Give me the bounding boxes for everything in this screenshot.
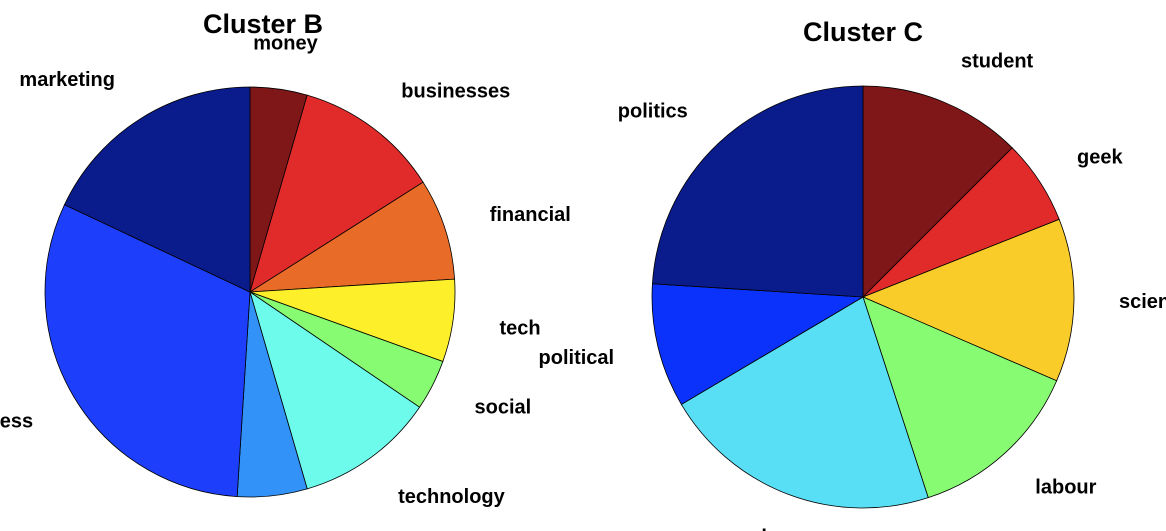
pie-slice-businesses: [249, 94, 424, 293]
slice-label-science: science: [1119, 291, 1166, 313]
pie-cluster-b: money businesses financial tech social techno…: [0, 9, 571, 508]
pie-slice-politics: [651, 85, 864, 298]
slice-label-geek: geek: [1077, 147, 1123, 169]
slice-label-marketing: marketing: [19, 69, 115, 91]
pie-slice-political: [651, 283, 865, 405]
pie-slice-science: [861, 218, 1075, 382]
slice-label-social: social: [475, 396, 532, 418]
pie-cluster-c: student geek science labour uk political polit…: [539, 17, 1166, 531]
pie-title-cluster-b: Cluster B: [203, 9, 323, 39]
slice-label-business: business: [0, 410, 33, 432]
slice-label-money: money: [253, 33, 318, 55]
pie-slice-technology: [249, 291, 421, 490]
slice-label-political: political: [539, 347, 615, 369]
pie-slice-marketing: [63, 86, 251, 293]
pie-slice-student: [862, 85, 1013, 298]
slice-label-tech: tech: [500, 318, 541, 340]
pie-slice-financial: [249, 181, 456, 293]
pie-slice-business: [44, 204, 251, 498]
slice-label-uk: uk: [749, 527, 773, 531]
slice-label-financial: financial: [490, 204, 571, 226]
slice-label-student: student: [961, 51, 1034, 73]
pie-title-cluster-c: Cluster C: [803, 17, 923, 47]
slice-label-technology: technology: [398, 486, 506, 508]
slice-label-businesses: businesses: [401, 81, 510, 103]
slice-label-labour: labour: [1035, 476, 1096, 498]
slice-label-politics: politics: [618, 100, 688, 122]
pie-slice-uk: [680, 296, 929, 509]
pie-slice-labour: [862, 296, 1058, 499]
